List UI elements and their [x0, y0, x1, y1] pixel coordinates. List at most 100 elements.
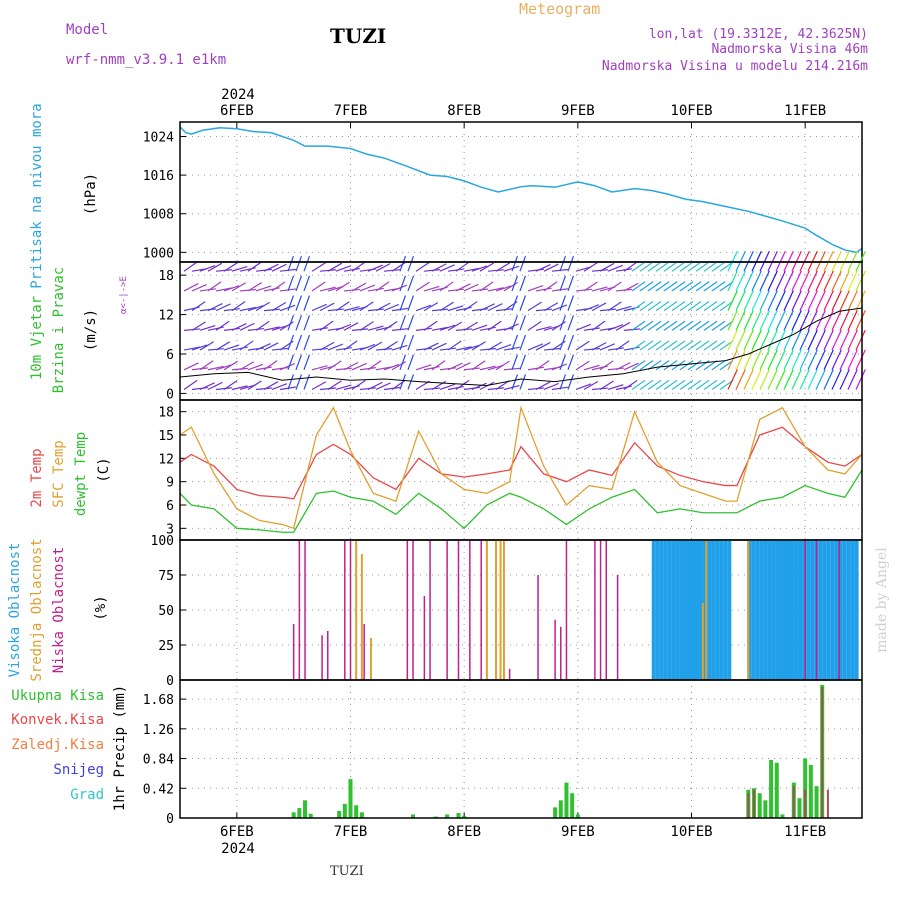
wind-barb: [215, 387, 232, 391]
wind-barb: [703, 261, 718, 272]
wind-barb: [495, 285, 512, 292]
high-cloud-bar: [751, 540, 756, 680]
wind-barb: [439, 367, 456, 371]
high-cloud-bar: [699, 540, 704, 680]
wind-speed-line: [179, 307, 863, 387]
y-tick-label: 1024: [143, 130, 174, 145]
wind-barb: [455, 346, 472, 351]
wind-barb: [591, 342, 607, 351]
wind-barb: [431, 263, 447, 272]
wind-barb: [823, 251, 834, 272]
wind-barb: [743, 329, 754, 351]
wind-barb: [775, 290, 786, 311]
wind-barb: [567, 255, 575, 272]
wind-barb: [319, 387, 336, 391]
wind-barb: [255, 301, 270, 312]
wind-barb: [799, 349, 810, 371]
high-cloud-bar: [786, 540, 791, 680]
wind-barb: [271, 263, 287, 272]
wind-barb: [199, 265, 216, 272]
high-cloud-bar: [667, 540, 672, 680]
wind-barb: [815, 310, 826, 331]
dewpt-line: [179, 469, 863, 533]
wind-barb: [199, 382, 215, 391]
wind-barb: [823, 349, 834, 371]
wind-barb: [295, 255, 303, 272]
wind-barb: [847, 329, 858, 351]
y-tick-label: 1000: [143, 246, 174, 261]
wind-barb: [183, 362, 199, 371]
wind-barb: [855, 369, 866, 390]
wind-barb: [311, 347, 328, 351]
wind-barb: [687, 261, 702, 272]
wind-barb: [527, 387, 544, 391]
wind-barb: [791, 310, 802, 331]
wind-barb: [191, 321, 206, 331]
wind-barb: [559, 374, 567, 390]
wind-barb: [839, 251, 850, 272]
wind-barb: [279, 321, 294, 331]
wind-barb: [479, 281, 494, 292]
wind-barb: [295, 295, 303, 311]
precip-total-bar: [337, 810, 342, 818]
wind-barb: [767, 270, 778, 292]
wind-barb: [247, 305, 264, 312]
wind-barb: [559, 334, 567, 351]
high-cloud-bar: [679, 540, 684, 680]
precip-total-bar: [342, 803, 347, 818]
wind-barb: [807, 329, 818, 351]
wind-barb: [639, 261, 654, 272]
wind-barb: [199, 360, 214, 371]
wind-barb: [319, 269, 336, 272]
wind-barb: [215, 341, 231, 351]
high-cloud-bar: [822, 540, 827, 680]
wind-barb: [735, 270, 746, 292]
wind-barb: [479, 365, 496, 371]
wind-barb: [231, 265, 248, 272]
wind-barb: [687, 320, 702, 331]
y-tick-label: 12: [158, 309, 174, 324]
wind-barb: [303, 334, 311, 351]
precip-unit: 1hr Precip (mm): [112, 685, 128, 811]
wind-barb: [615, 321, 631, 331]
wind-barb: [847, 270, 858, 292]
wind-barb: [271, 347, 288, 351]
wind-barb: [199, 288, 216, 292]
wind-barb: [751, 251, 762, 272]
high-cloud-bar: [806, 540, 811, 680]
wind-barb: [663, 340, 678, 351]
wind-barb: [711, 340, 726, 351]
wind-barb: [735, 369, 746, 390]
wind-barb: [431, 308, 448, 312]
wind-barb: [583, 327, 600, 331]
top-date-label: 9FEB: [561, 103, 595, 119]
wind-barb: [647, 281, 662, 292]
wind-barb: [495, 262, 510, 272]
y-tick-label: 1016: [143, 169, 174, 184]
wind-barb: [327, 262, 343, 272]
wind-barb: [423, 285, 440, 292]
wind-barb: [503, 282, 518, 292]
wind-barb: [551, 321, 566, 331]
wind-barb: [183, 328, 200, 331]
wind-barb: [511, 275, 519, 292]
wind-barb: [223, 344, 240, 351]
wind-barb: [527, 268, 544, 272]
wind-barb: [607, 384, 624, 391]
wind-barb: [375, 348, 392, 351]
wind-barb: [703, 340, 718, 351]
wind-barb: [799, 310, 810, 331]
wind-barb: [703, 379, 718, 390]
wind-barb: [351, 282, 367, 292]
wind-barb: [471, 265, 488, 272]
precip-total-bar: [803, 758, 808, 818]
y-tick-label: 0.42: [143, 782, 174, 797]
lonlat-label: lon,lat (19.3312E, 42.3625N): [649, 27, 868, 42]
wind-barb: [207, 381, 223, 391]
wind-barb: [335, 323, 352, 331]
wind-barb: [471, 324, 488, 331]
wind-barb: [671, 281, 686, 292]
wind-barb: [775, 369, 786, 390]
wind-barb: [431, 326, 448, 331]
wind-barb: [471, 308, 488, 312]
